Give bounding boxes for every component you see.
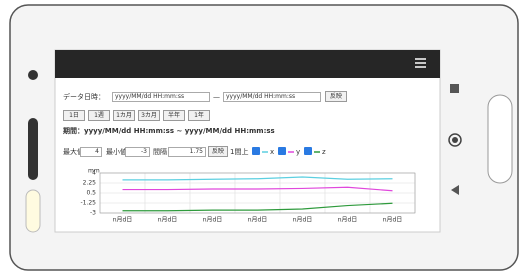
- legend-checkbox[interactable]: [304, 147, 312, 155]
- legend-checkbox[interactable]: [278, 147, 286, 155]
- legend-label: y: [296, 147, 300, 157]
- interval-input[interactable]: 1.75: [168, 147, 206, 157]
- series-line: [123, 187, 393, 190]
- legend-label: x: [270, 147, 274, 157]
- legend-label: z: [322, 147, 326, 157]
- range-button[interactable]: 3カ月: [138, 110, 160, 121]
- max-input[interactable]: 4: [80, 147, 102, 157]
- end-input[interactable]: yyyy/MM/dd HH:mm:ss: [223, 92, 321, 102]
- y-tick-label: 2.25: [83, 180, 97, 187]
- x-tick-label: n月d日: [158, 217, 178, 224]
- range-button[interactable]: 1年: [188, 110, 210, 121]
- min-label: 最小値: [106, 147, 127, 157]
- y-tick-label: -1.25: [80, 200, 96, 207]
- range-button[interactable]: 1日: [63, 110, 85, 121]
- y-tick-label: -3: [90, 210, 96, 217]
- start-input[interactable]: yyyy/MM/dd HH:mm:ss: [112, 92, 210, 102]
- series-line: [123, 177, 393, 180]
- apply-button[interactable]: 反映: [325, 91, 347, 102]
- chart: mm42.250.5-1.25-3n月d日n月d日n月d日n月d日n月d日n月d…: [0, 0, 528, 275]
- phone-screen: mm42.250.5-1.25-3n月d日n月d日n月d日n月d日n月d日n月d…: [0, 0, 528, 275]
- range-button[interactable]: 半年: [163, 110, 185, 121]
- separator: —: [213, 92, 220, 102]
- y-tick-label: 0.5: [86, 190, 96, 197]
- min-input[interactable]: -3: [125, 147, 150, 157]
- legend-checkbox[interactable]: [252, 147, 260, 155]
- apply-button[interactable]: 反映: [208, 146, 228, 157]
- x-tick-label: n月d日: [293, 217, 313, 224]
- y-tick-label: 4: [92, 170, 96, 177]
- x-tick-label: n月d日: [338, 217, 358, 224]
- x-tick-label: n月d日: [248, 217, 268, 224]
- period-text: 期間：yyyy/MM/dd HH:mm:ss ~ yyyy/MM/dd HH:m…: [63, 126, 275, 136]
- x-tick-label: n月d日: [113, 217, 133, 224]
- range-button[interactable]: 1週: [88, 110, 110, 121]
- x-tick-label: n月d日: [383, 217, 403, 224]
- interval-label: 間隔: [153, 147, 167, 157]
- series-line: [123, 203, 393, 210]
- range-button[interactable]: 1カ月: [113, 110, 135, 121]
- x-tick-label: n月d日: [203, 217, 223, 224]
- date-label: データ日時：: [63, 92, 105, 102]
- option-text: 1間上: [230, 147, 248, 157]
